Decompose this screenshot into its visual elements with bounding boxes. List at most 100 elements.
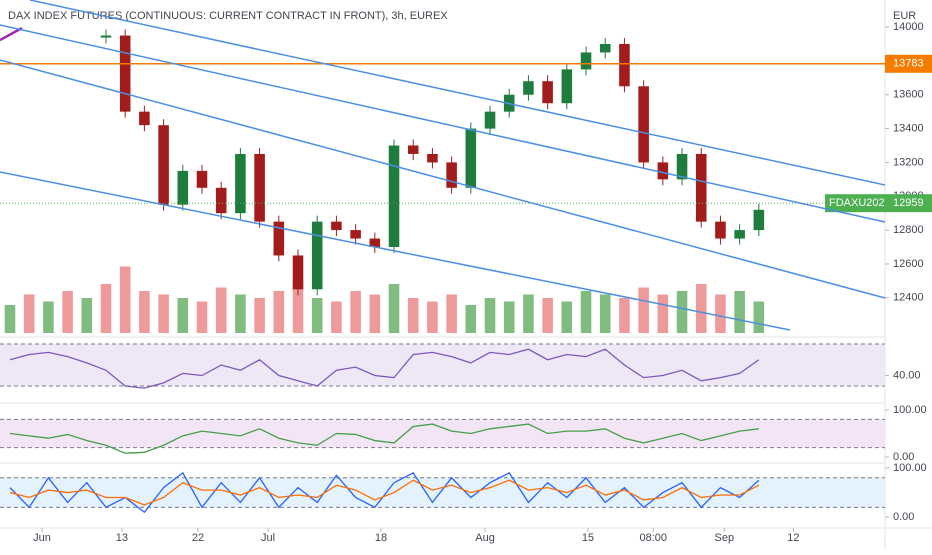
symbol-label: FDAXU2022 [829,197,891,209]
candle [350,230,361,239]
volume-bar [43,301,54,333]
volume-bar [753,301,765,333]
volume-bar [100,284,112,333]
volume-bar [657,294,669,333]
volume-bar [561,301,573,333]
indicator-line [9,471,760,514]
candle [158,125,169,205]
x-tick-label: Jun [33,532,51,544]
volume-bar [580,291,592,333]
candle [715,221,726,239]
volume-bar [158,294,169,333]
volume-bar [311,298,323,333]
volume-bar [465,305,477,333]
candle [311,221,323,290]
candle [657,162,669,180]
candle [580,52,592,70]
candle [638,86,649,163]
volume-bar [427,301,438,333]
candle [484,111,496,129]
volume-bar [734,291,745,333]
candle [119,35,131,112]
volume-bar [523,294,534,333]
x-tick-label: 22 [192,532,204,544]
x-tick-label: 13 [116,532,128,544]
candle [676,153,688,180]
x-tick-label: 08:00 [639,532,667,544]
last-price-box [885,194,932,213]
indicator-line [9,479,760,506]
y-tick-label: 13600 [893,89,924,101]
volume-bar [599,294,611,333]
candle [254,153,265,222]
y-tick-label: 0.00 [893,511,914,523]
candle [427,153,438,163]
last-price: 12959 [893,197,924,209]
candle [753,209,765,231]
y-tick-label: 13200 [893,156,924,168]
volume-bar [139,291,150,333]
candle [235,153,246,214]
volume-bar [254,298,265,333]
candle [292,255,304,290]
candle [542,81,553,104]
candle [407,145,419,154]
candle [523,81,534,95]
volume-bar [369,294,381,333]
candle [619,43,630,87]
volume-bar [350,291,361,333]
volume-bar [81,298,93,333]
indicator-band [0,477,885,508]
volume-bar [407,298,419,333]
candle [734,230,745,239]
candle [100,35,112,38]
volume-bar [503,301,515,333]
volume-bar [695,284,707,333]
y-tick-label: 13400 [893,122,924,134]
y-tick-label: 100.00 [893,404,927,416]
indicator-line [9,348,760,389]
y-tick-label: 100.00 [893,462,927,474]
volume-bar [638,287,649,333]
candle [196,170,208,188]
volume-bar [446,294,457,333]
volume-bar [331,301,342,333]
volume-bar [196,301,208,333]
x-tick-label: 12 [787,532,799,544]
price-label: 13783 [893,58,924,70]
chart-title: DAX INDEX FUTURES (CONTINUOUS: CURRENT C… [8,10,448,22]
volume-bar [676,291,688,333]
indicator-band [0,419,885,448]
candle [215,187,227,214]
volume-bar [177,298,189,333]
x-tick-label: 18 [375,532,387,544]
y-tick-label: 12800 [893,224,924,236]
candle [695,153,707,222]
volume-bar [273,291,285,333]
y-tick-label: 0.00 [893,451,914,463]
volume-bar [235,294,246,333]
y-tick-label: 12400 [893,292,924,304]
volume-bar [23,294,35,333]
volume-bar [292,280,304,333]
candle [446,162,457,188]
candle [369,238,381,248]
volume-bar [542,298,553,333]
candle [139,111,150,126]
volume-bar [62,291,73,333]
drawing-line [0,26,23,42]
volume-bar [484,298,496,333]
channel-line [0,59,886,299]
volume-bar [119,266,131,333]
volume-bar [715,294,726,333]
channel-line [29,0,886,186]
symbol-label-box [825,194,885,213]
x-tick-label: Aug [475,532,495,544]
indicator-line [9,423,759,454]
y-axis-label: EUR [893,10,916,22]
x-tick-label: Sep [714,532,734,544]
volume-bar [619,298,630,333]
